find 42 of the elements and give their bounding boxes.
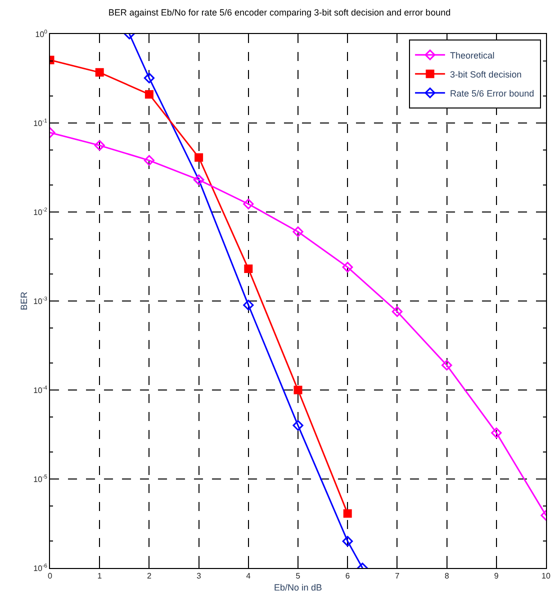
legend-label: Rate 5/6 Error bound bbox=[450, 88, 534, 98]
y-tick-label: 10$^{-3}$ bbox=[33, 296, 48, 306]
point bbox=[442, 360, 452, 370]
point bbox=[294, 386, 302, 394]
point bbox=[144, 72, 154, 84]
x-tick-label: 3 bbox=[196, 572, 202, 581]
legend-label: 3-bit Soft decision bbox=[450, 69, 522, 80]
x-tick-label: 4 bbox=[246, 572, 252, 581]
point bbox=[392, 306, 402, 317]
point bbox=[343, 509, 352, 518]
x-tick-label: 1 bbox=[97, 572, 102, 581]
point bbox=[243, 198, 254, 210]
y-tick-label: 10$^{-6}$ bbox=[33, 563, 48, 573]
x-tick-label: 9 bbox=[494, 572, 500, 581]
point bbox=[144, 155, 154, 166]
point bbox=[243, 300, 254, 310]
x-tick-label: 7 bbox=[394, 572, 400, 581]
x-tick-label: 6 bbox=[345, 572, 350, 581]
y-axis-title: BER bbox=[18, 291, 29, 310]
x-tick-label: 5 bbox=[296, 572, 301, 581]
legend-label: Theoretical bbox=[450, 50, 495, 60]
y-tick-label: 10$^{-2}$ bbox=[33, 207, 48, 217]
x-tick-label: 10 bbox=[542, 572, 551, 581]
point bbox=[95, 68, 104, 77]
y-tick-label: 10$^{-1}$ bbox=[33, 118, 48, 128]
x-axis-title: Eb/No in dB bbox=[274, 582, 322, 592]
point bbox=[292, 226, 304, 238]
point bbox=[292, 420, 304, 431]
point bbox=[342, 536, 353, 547]
x-tick-label: 0 bbox=[48, 572, 53, 581]
point bbox=[491, 428, 502, 438]
x-tick-label: 8 bbox=[444, 572, 450, 581]
y-tick-label: 10$^{-5}$ bbox=[33, 474, 48, 484]
x-tick-label: 2 bbox=[146, 572, 152, 581]
chart-title: BER against Eb/No for rate 5/6 encoder comparing 3-bit soft decision and error bound bbox=[108, 7, 451, 18]
point bbox=[342, 262, 353, 272]
point bbox=[144, 90, 154, 99]
point bbox=[244, 264, 253, 274]
point bbox=[94, 140, 105, 151]
y-tick-label: 10$^{-4}$ bbox=[33, 385, 48, 395]
point bbox=[194, 153, 204, 162]
y-tick-label: 10$^{0}$ bbox=[35, 29, 48, 39]
